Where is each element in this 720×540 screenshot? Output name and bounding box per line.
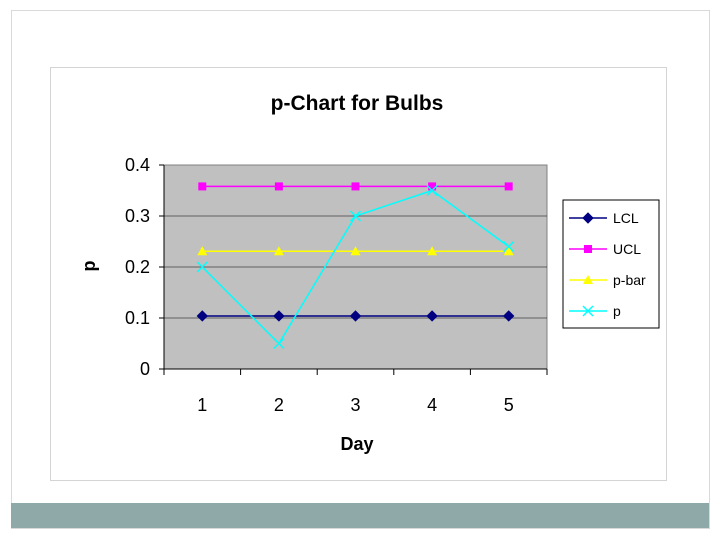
data-point-p <box>349 210 362 222</box>
data-point-lcl <box>273 310 285 322</box>
data-point-lcl <box>349 310 362 322</box>
data-point-lcl <box>426 310 438 322</box>
data-point-p-bar <box>427 246 438 256</box>
legend-marker <box>584 245 592 253</box>
data-point-ucl <box>274 182 283 191</box>
data-point-p <box>426 184 438 197</box>
chart-title: p-Chart for Bulbs <box>271 92 444 115</box>
chart-panel: p-Chart for Bulbs Day p 0 0.1 0.2 0.3 0.4 1 2 3… <box>50 67 667 481</box>
legend-item-ucl: UCL <box>569 241 641 257</box>
y-tick-label: 0.4 <box>125 155 150 175</box>
data-point-ucl <box>351 182 360 191</box>
legend-item-p-bar: p-bar <box>569 272 646 288</box>
y-tick-label: 0.3 <box>125 206 150 226</box>
legend-marker <box>582 305 594 317</box>
data-point-p <box>196 261 208 273</box>
y-tick-label: 0.1 <box>125 308 150 328</box>
y-axis-title: p <box>79 261 99 272</box>
y-tick-label: 0.2 <box>125 257 150 277</box>
legend-label: p <box>613 303 621 319</box>
data-point-p <box>273 337 285 350</box>
legend-box <box>562 199 660 329</box>
x-tick-label: 5 <box>504 395 514 415</box>
legend-item-lcl: LCL <box>569 210 639 226</box>
data-point-p-bar <box>197 246 208 256</box>
legend-label: p-bar <box>613 272 646 288</box>
legend-marker <box>582 212 594 224</box>
data-point-p-bar <box>350 246 361 256</box>
data-point-p <box>503 241 515 253</box>
x-tick-label: 3 <box>350 395 360 415</box>
data-point-p-bar <box>273 246 284 256</box>
legend-marker <box>583 275 593 284</box>
data-point-ucl <box>504 182 513 191</box>
data-point-ucl <box>198 182 207 191</box>
x-tick-label: 2 <box>274 395 284 415</box>
legend-label: UCL <box>613 241 641 257</box>
p-chart: p-Chart for Bulbs Day p 0 0.1 0.2 0.3 0.4 1 2 3… <box>79 92 660 454</box>
data-point-lcl <box>502 310 515 322</box>
x-axis-title: Day <box>340 434 373 454</box>
y-tick-label: 0 <box>140 359 150 379</box>
data-point-lcl <box>196 310 209 322</box>
data-point-ucl <box>428 182 437 191</box>
x-tick-label: 4 <box>427 395 437 415</box>
legend-item-p: p <box>569 303 621 319</box>
slide-footer-bar <box>11 503 709 528</box>
x-tick-label: 1 <box>197 395 207 415</box>
data-point-p-bar <box>503 246 514 256</box>
legend-label: LCL <box>613 210 639 226</box>
